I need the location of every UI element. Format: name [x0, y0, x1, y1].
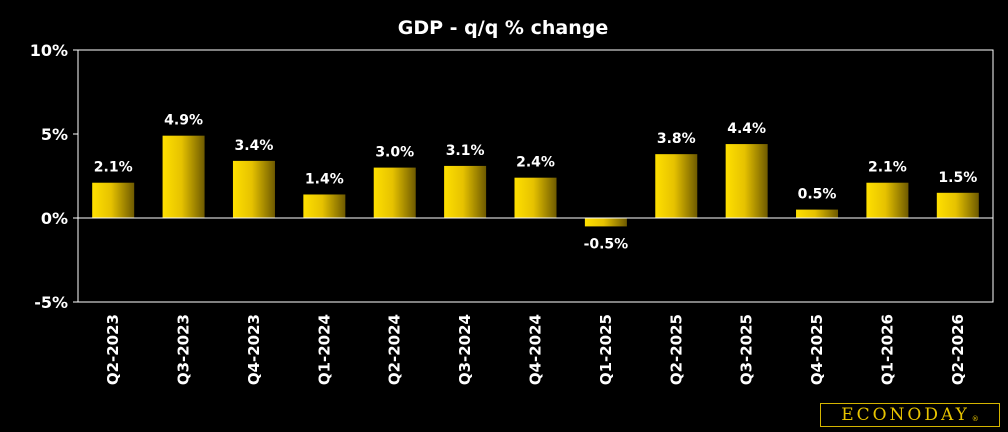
data-label: 0.5% — [798, 187, 837, 203]
x-tick-label: Q4-2024 — [527, 314, 545, 385]
data-label: 2.1% — [94, 160, 133, 176]
data-label: 2.1% — [868, 160, 907, 176]
data-label: 3.1% — [446, 143, 485, 159]
value-labels: 2.1% 4.9% 3.4% 1.4% 3.0% 3.1% 2.4% -0.5% 3.8% 4.4… — [94, 113, 977, 253]
x-tick-label: Q1-2024 — [315, 314, 333, 385]
logo-registered-mark: ® — [971, 415, 979, 423]
x-tick-label: Q2-2026 — [949, 314, 967, 385]
bar — [303, 194, 346, 218]
data-label: 4.9% — [164, 113, 203, 129]
econoday-logo: ECONODAY ® — [820, 403, 1000, 427]
bar — [936, 192, 979, 218]
y-tick-label: -5% — [34, 293, 68, 312]
y-axis-ticks: 10% 5% 0% -5% — [30, 41, 78, 312]
x-tick-label: Q2-2023 — [104, 314, 122, 385]
data-label: 3.0% — [375, 145, 414, 161]
x-tick-label: Q4-2023 — [245, 314, 263, 385]
x-tick-label: Q4-2025 — [808, 314, 826, 385]
logo-text: ECONODAY — [841, 405, 970, 425]
x-tick-label: Q3-2023 — [175, 314, 193, 385]
bar — [796, 209, 839, 218]
bars — [92, 135, 979, 227]
x-tick-label: Q2-2024 — [386, 314, 404, 385]
y-tick-label: 5% — [41, 125, 68, 144]
bar — [655, 154, 698, 218]
x-tick-label: Q3-2024 — [456, 314, 474, 385]
bar — [444, 165, 487, 218]
bar — [162, 135, 205, 218]
data-label: -0.5% — [584, 236, 629, 252]
bar — [866, 182, 909, 218]
y-tick-label: 0% — [41, 209, 68, 228]
data-label: 1.4% — [305, 171, 344, 187]
data-label: 2.4% — [516, 155, 555, 171]
bar — [232, 160, 275, 218]
data-label: 3.4% — [235, 138, 274, 154]
x-tick-label: Q1-2025 — [597, 314, 615, 385]
bar — [373, 167, 416, 218]
data-label: 4.4% — [727, 121, 766, 137]
bar — [725, 144, 768, 218]
plot-area — [77, 49, 994, 303]
data-label: 1.5% — [938, 170, 977, 186]
x-tick-label: Q2-2025 — [667, 314, 685, 385]
bar — [584, 218, 627, 227]
data-label: 3.8% — [657, 131, 696, 147]
x-tick-label: Q1-2026 — [878, 314, 896, 385]
x-axis-labels: Q2-2023 Q3-2023 Q4-2023 Q1-2024 Q2-2024 Q3-20… — [104, 314, 967, 385]
y-tick-label: 10% — [30, 41, 68, 60]
bar — [92, 182, 135, 218]
bar — [514, 177, 557, 218]
x-tick-label: Q3-2025 — [738, 314, 756, 385]
chart-title: GDP - q/q % change — [398, 17, 608, 39]
